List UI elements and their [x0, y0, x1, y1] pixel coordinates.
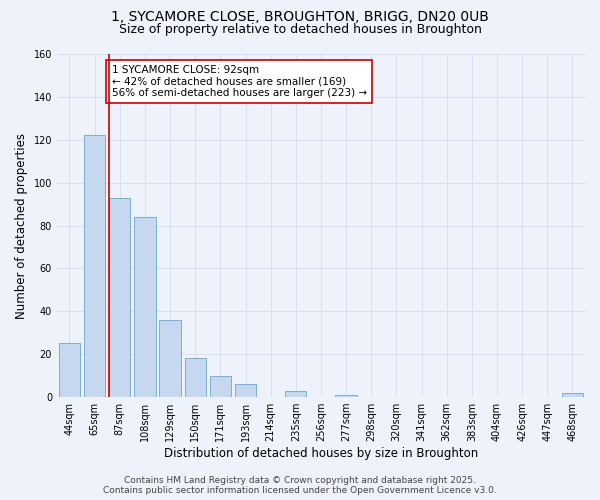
- Bar: [209, 376, 231, 397]
- Bar: [335, 395, 357, 397]
- Text: 1, SYCAMORE CLOSE, BROUGHTON, BRIGG, DN20 0UB: 1, SYCAMORE CLOSE, BROUGHTON, BRIGG, DN2…: [111, 10, 489, 24]
- X-axis label: Distribution of detached houses by size in Broughton: Distribution of detached houses by size …: [164, 447, 478, 460]
- Bar: [134, 217, 155, 397]
- Bar: [185, 358, 206, 397]
- Text: Contains HM Land Registry data © Crown copyright and database right 2025.
Contai: Contains HM Land Registry data © Crown c…: [103, 476, 497, 495]
- Bar: [160, 320, 181, 397]
- Bar: [235, 384, 256, 397]
- Bar: [285, 390, 307, 397]
- Text: 1 SYCAMORE CLOSE: 92sqm
← 42% of detached houses are smaller (169)
56% of semi-d: 1 SYCAMORE CLOSE: 92sqm ← 42% of detache…: [112, 64, 367, 98]
- Bar: [59, 344, 80, 397]
- Bar: [562, 393, 583, 397]
- Bar: [109, 198, 130, 397]
- Y-axis label: Number of detached properties: Number of detached properties: [15, 132, 28, 318]
- Text: Size of property relative to detached houses in Broughton: Size of property relative to detached ho…: [119, 22, 481, 36]
- Bar: [84, 136, 106, 397]
